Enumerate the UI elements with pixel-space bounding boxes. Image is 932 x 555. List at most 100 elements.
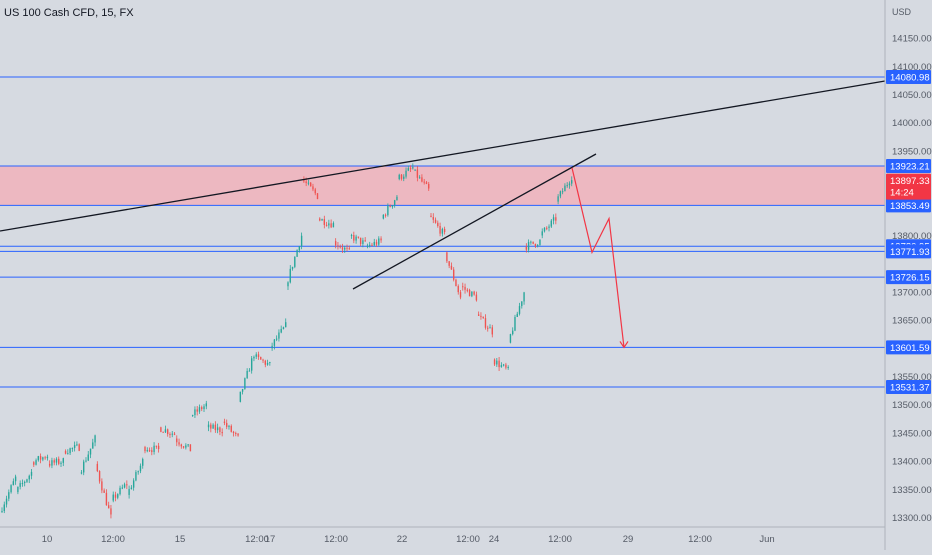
candle [157,445,160,450]
price-tick-label: 13350.00 [892,485,932,496]
time-tick-label: 15 [175,534,186,545]
candle [237,433,239,436]
candle [355,236,357,241]
candle [430,215,432,218]
candle [437,222,439,227]
projection-path[interactable] [571,167,625,348]
candle [248,370,251,372]
candle [418,177,421,179]
candle [87,454,89,461]
level-price-label: 13601.59 [890,343,930,354]
time-tick-label: 29 [623,534,634,545]
candle [523,292,525,302]
price-tick-label: 14100.00 [892,62,932,73]
candle [521,301,523,307]
candle [462,286,464,288]
candle [216,427,219,431]
candle [505,364,507,368]
candle [94,435,96,443]
candle [110,508,112,515]
time-tick-label: 12:00 [548,534,572,545]
candle [235,432,237,434]
candle [305,181,307,184]
candle [561,191,564,193]
candle [525,246,528,250]
candle [92,442,94,449]
level-price-label: 13531.37 [890,383,930,394]
current-price-tag [886,173,931,200]
time-tick-label: 12:00 [456,534,480,545]
candle [450,265,453,270]
currency-label: USD [892,7,912,17]
candle [330,223,332,228]
candle [414,169,416,171]
candle [287,282,289,287]
candle [201,407,203,410]
candle [230,425,232,432]
candle [282,327,285,329]
price-axis[interactable]: 14150.00 14100.00 14050.00 14000.00 13950.00… [892,34,932,524]
candle [35,460,37,465]
level-price-tag [886,340,931,355]
candle [332,223,335,228]
candle [262,359,264,361]
candle [353,235,355,241]
candle [487,327,489,329]
candle [457,286,459,293]
trend-line[interactable] [352,153,597,290]
plot-area[interactable] [0,0,885,527]
price-tick-label: 13800.00 [892,231,932,242]
candle [5,498,8,505]
candle [250,358,253,371]
candle [21,483,24,485]
candle [3,504,5,511]
candle [407,168,410,171]
candle [294,256,296,267]
candle [291,266,294,269]
candle [226,422,228,427]
candle [46,456,49,459]
candle [393,200,396,206]
time-tick-label: 22 [397,534,408,545]
candle [514,316,516,331]
candle [148,450,151,452]
time-tick-label: 10 [42,534,53,545]
candle [323,219,326,225]
candle [536,244,539,246]
candle [173,433,176,435]
candle [130,487,133,490]
trend-line[interactable] [0,80,886,232]
candle [300,235,303,247]
candle [164,429,167,433]
candle [212,424,214,429]
time-tick-label: 12:00 [245,534,269,545]
candle [28,475,30,480]
projection-arrowhead [619,341,629,349]
candle [89,448,92,455]
candle [409,168,412,170]
candle [162,431,164,433]
candle [400,174,403,179]
candle [319,218,321,221]
level-price-label: 13726.15 [890,273,930,284]
candle [371,244,373,246]
candle [350,235,353,237]
price-tick-label: 13300.00 [892,513,932,524]
candle [19,483,21,487]
candle [416,169,419,178]
candle [180,444,183,447]
chart-symbol-title: US 100 Cash CFD, 15, FX [4,7,134,19]
candle [44,457,46,459]
candle [325,224,328,226]
candle [33,462,35,465]
candle [101,481,103,491]
candle [364,240,366,242]
candle [298,246,301,251]
candle [203,406,205,410]
resistance-zone[interactable] [0,166,885,206]
candle [471,291,473,297]
level-price-tag [886,380,931,394]
